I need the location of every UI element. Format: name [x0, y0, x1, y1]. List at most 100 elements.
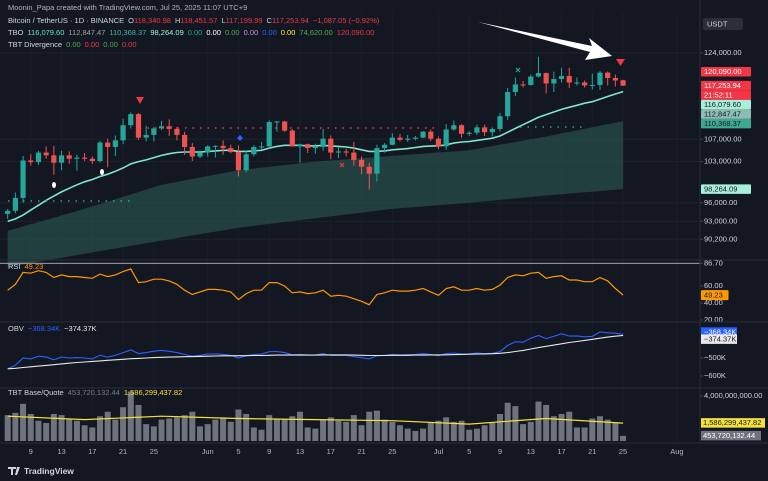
y-tick-label: 103,000.00: [704, 157, 742, 166]
candle-body: [535, 73, 542, 77]
x-tick-label: 13: [57, 447, 65, 456]
credit: Moonin_Papa created with TradingView.com…: [8, 3, 247, 12]
candle-body: [212, 145, 218, 147]
volume-bar: [273, 419, 280, 441]
price-label-box: [701, 80, 751, 91]
x-tick-label: 9: [267, 447, 271, 456]
indicator-line: [7, 268, 624, 306]
y-tick-label: 86.70: [704, 258, 723, 267]
indicator-value: 116,079.60: [27, 28, 64, 37]
drop-marker: [100, 169, 104, 175]
candle-body: [151, 128, 157, 135]
price-label: 117,253.94: [704, 81, 741, 90]
volume-bar: [481, 425, 488, 441]
candle-body: [528, 76, 534, 85]
diamond-marker: [237, 135, 243, 141]
last-value: −374.37K: [704, 334, 736, 343]
volume-bar: [227, 421, 234, 441]
candle-body: [297, 144, 303, 147]
volume-bar: [427, 422, 434, 441]
volume-bar: [243, 413, 250, 441]
candle-body: [143, 134, 149, 138]
plot-layer: 124,000.00 107,000.00 103,000.00 96,000.00 9…: [0, 12, 765, 456]
volume-bar: [235, 409, 242, 441]
candle-body: [374, 148, 380, 174]
candle-body: [58, 155, 65, 163]
candle-body: [258, 146, 265, 148]
candle-body: [5, 210, 11, 214]
last-value-box: [701, 290, 729, 301]
pane-title: RSI 49.23: [8, 262, 43, 271]
volume-bar: [120, 407, 127, 441]
candle-body: [97, 142, 103, 162]
volume-bar: [289, 416, 296, 441]
candle-body: [320, 138, 326, 147]
price-label: 112,847.47: [704, 110, 741, 119]
ohlc-value: 118,340.98: [134, 16, 171, 25]
ohlc-key: H: [175, 16, 180, 25]
candle-body: [82, 157, 88, 159]
ohlc-key: L: [221, 16, 225, 25]
volume-bar: [612, 422, 619, 441]
last-value: −368.34K: [704, 327, 736, 336]
volume-bar: [173, 417, 180, 441]
volume-bar: [497, 413, 503, 441]
indicator-value: 74,620.00: [299, 28, 332, 37]
candle-body: [589, 84, 595, 86]
candle-body: [620, 80, 626, 86]
pane-value: 453,720,132.44: [68, 388, 120, 397]
volume-bar: [250, 427, 257, 441]
currency-box[interactable]: [703, 18, 743, 30]
volume-bar: [104, 411, 111, 441]
x-tick-label: Aug: [670, 447, 683, 456]
candle-body: [397, 137, 403, 140]
volume-bar: [281, 419, 288, 441]
price-label-box: [701, 118, 751, 129]
volume-bar: [304, 427, 311, 441]
indicator-name: TBT Divergence: [8, 40, 62, 49]
candle-body: [328, 138, 334, 153]
cross-marker: [515, 67, 521, 73]
candle-body: [228, 148, 234, 152]
candle-body: [266, 122, 272, 147]
volume-bar: [450, 421, 457, 441]
x-tick-label: 5: [236, 447, 240, 456]
currency[interactable]: USDT: [707, 19, 728, 28]
x-tick-label: 9: [29, 447, 33, 456]
candle-body: [343, 151, 349, 153]
y-tick-label: 107,000.00: [704, 134, 742, 143]
pane-value: −374.37K: [64, 324, 96, 333]
candle-body: [443, 129, 449, 147]
candle-body: [458, 125, 465, 134]
volume-bar: [204, 424, 211, 441]
candle-body: [505, 91, 511, 117]
x-tick-label: 13: [296, 447, 304, 456]
indicator-value: 0.00: [281, 28, 296, 37]
candle-body: [351, 152, 357, 160]
candle-body: [366, 166, 372, 174]
symbol: Bitcoin / TetherUS · 1D · BINANCE: [8, 16, 124, 25]
volume-bar: [320, 419, 327, 441]
candle-body: [389, 137, 395, 145]
sell-marker: [616, 59, 625, 66]
y-tick-label: −600K: [704, 371, 726, 380]
last-value-box: [701, 430, 761, 441]
volume-bar: [435, 420, 442, 441]
symbol-legend: Bitcoin / TetherUS · 1D · BINANCE O118,34…: [8, 16, 380, 25]
candle-body: [605, 72, 611, 79]
candle-body: [435, 138, 442, 147]
ohlc-value: 118,451.57: [180, 16, 217, 25]
volume-bar: [150, 426, 157, 441]
candle-body: [158, 126, 165, 129]
price-label: 120,090.00: [704, 67, 742, 76]
volume-bar: [420, 428, 427, 441]
x-tick-label: 5: [467, 447, 471, 456]
candle-body: [89, 158, 95, 162]
candle-body: [512, 84, 518, 92]
indicator-value: 0.00: [188, 28, 203, 37]
volume-bar: [443, 417, 450, 441]
volume-bar: [412, 430, 419, 441]
candle-body: [474, 127, 480, 133]
price-label-box: [701, 184, 751, 194]
